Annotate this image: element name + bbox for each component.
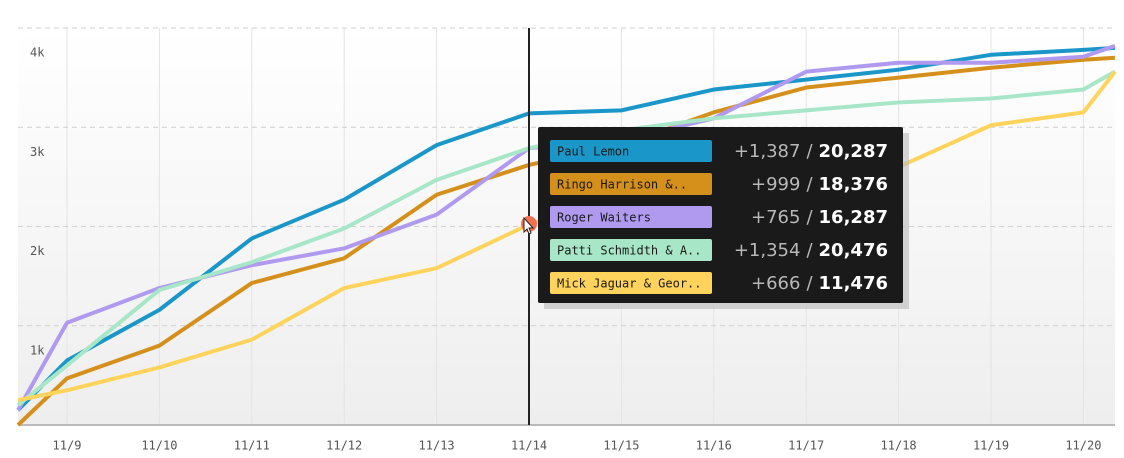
tooltip-text: +1,354 (734, 240, 801, 261)
x-tick-label: 11/9 (53, 439, 82, 453)
tooltip-swatch (550, 173, 712, 195)
x-tick-label: 11/13 (419, 439, 455, 453)
y-tick-label: 2k (30, 244, 45, 258)
tooltip-swatch (550, 206, 712, 228)
tooltip-series-name: Roger Waiters (557, 211, 651, 225)
x-tick-label: 11/18 (881, 439, 917, 453)
tooltip-value: +1,354/ 20,476 (734, 240, 888, 261)
tooltip-text: 18,376 (819, 174, 888, 195)
cursor (523, 216, 535, 235)
tooltip-swatch (550, 239, 712, 261)
tooltip-value: +999 / 18,376 (751, 174, 888, 195)
tooltip-text: / (806, 207, 813, 228)
tooltip-series-name: Paul Lemon (557, 145, 629, 159)
tooltip-text: / (806, 174, 813, 195)
tooltip-series-name: Mick Jaguar & Geor.. (557, 277, 702, 291)
x-tick-label: 11/14 (511, 439, 547, 453)
tooltip-value: +765 / 16,287 (751, 207, 888, 228)
y-tick-label: 4k (30, 46, 45, 60)
tooltip-series-name: Patti Schmidth & A.. (557, 244, 702, 258)
tooltip-text: +1,387 (734, 141, 801, 162)
x-tick-label: 11/20 (1065, 439, 1101, 453)
x-tick-label: 11/19 (973, 439, 1009, 453)
x-tick-label: 11/11 (234, 439, 270, 453)
tooltip-text: +765 (751, 207, 800, 228)
x-tick-label: 11/17 (788, 439, 824, 453)
tooltip-swatch (550, 272, 712, 294)
tooltip-text: 16,287 (819, 207, 888, 228)
y-tick-label: 1k (30, 343, 45, 357)
tooltip-text: 20,476 (819, 240, 888, 261)
tooltip-text: 11,476 (819, 273, 888, 294)
series-line (16, 45, 1116, 412)
tooltip-text: / (806, 141, 813, 162)
tooltip-text: +999 (751, 174, 800, 195)
x-tick-label: 11/15 (603, 439, 639, 453)
tooltip-value: +1,387/ 20,287 (734, 141, 888, 162)
x-tick-label: 11/10 (141, 439, 177, 453)
x-tick-label: 11/12 (326, 439, 362, 453)
tooltip-text: / (806, 273, 813, 294)
tooltip-value: +666 / 11,476 (751, 273, 888, 294)
tooltip-text: / (806, 240, 813, 261)
y-tick-label: 3k (30, 145, 45, 159)
tooltip-text: +666 (751, 273, 800, 294)
tooltip-text: 20,287 (819, 141, 888, 162)
tooltip-series-name: Ringo Harrison &.. (557, 178, 687, 192)
x-tick-label: 11/16 (696, 439, 732, 453)
tooltip-swatch (550, 140, 712, 162)
